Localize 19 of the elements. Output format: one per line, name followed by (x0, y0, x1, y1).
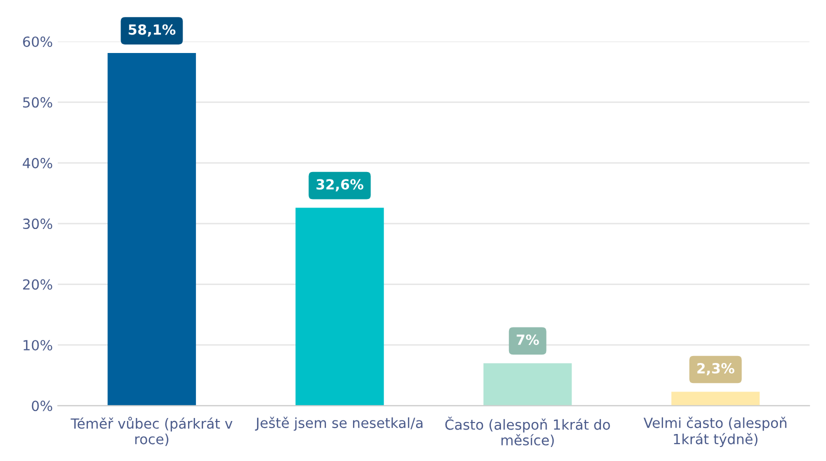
y-tick-label: 50% (23, 97, 52, 108)
x-tick-label: Ještě jsem se nesetkal/a (254, 416, 422, 431)
data-label: 7% (516, 334, 539, 345)
data-label: 2,3% (697, 363, 734, 376)
y-tick-label: 0% (32, 400, 52, 412)
bar (483, 363, 572, 406)
x-tick-label: Často (alespoň 1krát do měsíce) (445, 416, 610, 448)
y-tick-label: 40% (22, 158, 52, 168)
bar (296, 208, 384, 406)
x-tick-label: Téměř vůbec (párkrát v roce) (70, 416, 232, 446)
y-tick-label: 20% (23, 279, 52, 290)
data-label: 32,6% (316, 179, 364, 192)
y-tick-label: 30% (23, 218, 52, 230)
x-tick-label: Velmi často (alespoň 1krát týdně) (644, 416, 786, 448)
bar (108, 53, 196, 406)
y-tick-label: 60% (23, 36, 52, 47)
data-label: 58,1% (128, 24, 176, 37)
bar (671, 392, 760, 406)
y-tick-label: 10% (24, 340, 52, 350)
